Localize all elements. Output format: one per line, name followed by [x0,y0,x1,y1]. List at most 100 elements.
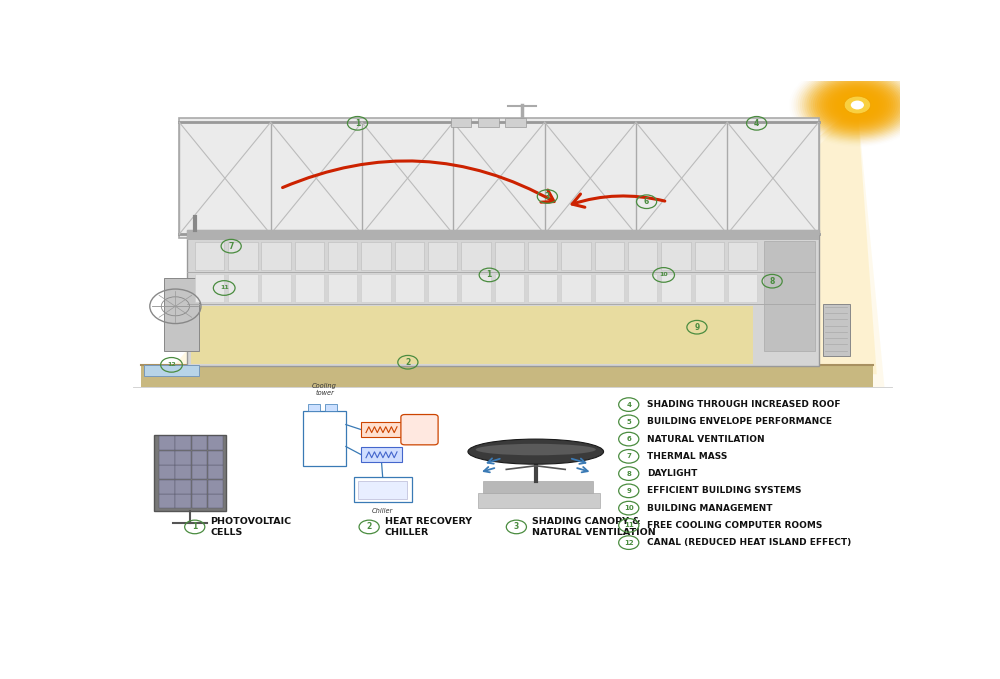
FancyBboxPatch shape [159,480,175,494]
Ellipse shape [608,240,673,280]
Ellipse shape [832,90,883,120]
Ellipse shape [811,76,904,134]
Ellipse shape [603,238,678,283]
Text: CANAL (REDUCED HEAT ISLAND EFFECT): CANAL (REDUCED HEAT ISLAND EFFECT) [647,538,852,547]
Ellipse shape [841,95,874,115]
FancyBboxPatch shape [295,274,324,301]
Ellipse shape [802,71,913,139]
Polygon shape [156,262,358,387]
FancyBboxPatch shape [483,481,593,493]
FancyBboxPatch shape [308,404,320,411]
Text: 8: 8 [626,471,631,477]
FancyBboxPatch shape [192,465,207,479]
FancyBboxPatch shape [505,118,526,128]
FancyBboxPatch shape [401,414,438,445]
Ellipse shape [817,80,898,130]
Text: 8: 8 [769,277,775,286]
FancyBboxPatch shape [528,274,557,301]
FancyBboxPatch shape [728,274,757,301]
Ellipse shape [809,75,906,135]
Text: SHADING THROUGH INCREASED ROOF: SHADING THROUGH INCREASED ROOF [647,400,841,409]
FancyBboxPatch shape [140,364,873,387]
Text: 6: 6 [626,436,631,442]
Ellipse shape [240,249,281,274]
FancyBboxPatch shape [192,437,207,450]
FancyBboxPatch shape [595,242,624,270]
Text: 2: 2 [366,522,372,532]
Ellipse shape [230,243,292,281]
Ellipse shape [623,250,658,271]
FancyBboxPatch shape [361,447,402,462]
Ellipse shape [796,67,919,143]
FancyBboxPatch shape [195,274,224,301]
FancyBboxPatch shape [661,242,691,270]
Ellipse shape [606,240,674,281]
Ellipse shape [824,84,891,126]
Text: SHADING CANOPY &
NATURAL VENTILATION: SHADING CANOPY & NATURAL VENTILATION [532,517,656,536]
Ellipse shape [605,238,676,282]
Ellipse shape [821,83,893,127]
Text: 2: 2 [405,358,411,367]
FancyBboxPatch shape [187,230,819,240]
FancyBboxPatch shape [325,404,337,411]
Ellipse shape [826,86,889,124]
Ellipse shape [806,74,908,136]
FancyBboxPatch shape [295,242,324,270]
Ellipse shape [219,236,302,287]
Ellipse shape [221,238,300,287]
Text: 11: 11 [624,522,634,528]
FancyBboxPatch shape [428,242,457,270]
FancyBboxPatch shape [228,274,258,301]
Ellipse shape [226,240,295,283]
FancyBboxPatch shape [695,242,724,270]
Ellipse shape [834,91,880,120]
FancyBboxPatch shape [208,494,223,508]
FancyBboxPatch shape [175,480,191,494]
Ellipse shape [231,244,290,280]
FancyBboxPatch shape [154,435,226,511]
Text: 12: 12 [167,363,176,367]
FancyBboxPatch shape [461,274,491,301]
FancyBboxPatch shape [478,118,499,128]
Text: 9: 9 [694,323,700,332]
FancyBboxPatch shape [628,274,657,301]
Ellipse shape [243,251,278,272]
Text: 1: 1 [192,522,197,532]
FancyBboxPatch shape [595,274,624,301]
FancyBboxPatch shape [354,477,412,502]
FancyBboxPatch shape [428,274,457,301]
Ellipse shape [830,88,885,122]
Polygon shape [528,105,877,374]
FancyBboxPatch shape [187,230,819,367]
FancyBboxPatch shape [228,242,258,270]
Text: HEAT RECOVERY
CHILLER: HEAT RECOVERY CHILLER [385,517,472,536]
FancyBboxPatch shape [192,494,207,508]
Text: 1: 1 [355,119,360,128]
FancyBboxPatch shape [728,242,757,270]
Text: 4: 4 [626,401,631,407]
Text: 12: 12 [624,540,634,546]
Ellipse shape [212,232,309,291]
Ellipse shape [609,241,671,279]
FancyBboxPatch shape [159,451,175,465]
FancyBboxPatch shape [159,465,175,479]
FancyBboxPatch shape [208,465,223,479]
Text: FREE COOLING COMPUTER ROOMS: FREE COOLING COMPUTER ROOMS [647,521,823,530]
FancyBboxPatch shape [261,242,291,270]
Ellipse shape [798,69,917,141]
Text: THERMAL MASS: THERMAL MASS [647,452,728,461]
Circle shape [630,253,650,267]
FancyBboxPatch shape [495,274,524,301]
FancyBboxPatch shape [395,274,424,301]
Ellipse shape [602,236,679,284]
Ellipse shape [242,251,280,274]
Circle shape [635,257,645,263]
FancyBboxPatch shape [192,451,207,465]
Ellipse shape [235,246,286,278]
Ellipse shape [611,242,670,278]
FancyBboxPatch shape [478,493,600,508]
Ellipse shape [247,253,274,270]
FancyBboxPatch shape [461,242,491,270]
Ellipse shape [622,249,659,272]
FancyBboxPatch shape [208,480,223,494]
